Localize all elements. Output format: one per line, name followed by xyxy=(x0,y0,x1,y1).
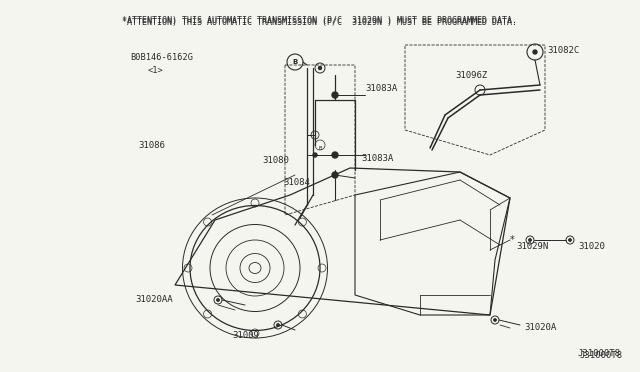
Text: 31084: 31084 xyxy=(283,177,310,186)
Text: 31083A: 31083A xyxy=(361,154,393,163)
Circle shape xyxy=(313,153,317,157)
Text: *ATTENTION) THIS AUTOMATIC TRANSMISSION (P/C  31029N ) MUST BE PROGRAMMED DATA.: *ATTENTION) THIS AUTOMATIC TRANSMISSION … xyxy=(122,18,518,27)
Text: B0B146-6162G: B0B146-6162G xyxy=(130,52,193,61)
Circle shape xyxy=(332,92,338,98)
Text: 31020: 31020 xyxy=(578,241,605,250)
Text: J31000T8: J31000T8 xyxy=(579,351,622,360)
Text: B: B xyxy=(292,59,298,65)
Text: 31029N: 31029N xyxy=(516,241,548,250)
Circle shape xyxy=(494,319,496,321)
Circle shape xyxy=(569,239,572,241)
Text: 31020A: 31020A xyxy=(524,324,556,333)
Circle shape xyxy=(529,239,531,241)
Circle shape xyxy=(332,152,338,158)
Text: 31020AA: 31020AA xyxy=(135,295,173,305)
Text: *ATTENTION) THIS AUTOMATIC TRANSMISSION (P/C  31029N ) MUST BE PROGRAMMED DATA.: *ATTENTION) THIS AUTOMATIC TRANSMISSION … xyxy=(122,16,518,25)
Circle shape xyxy=(332,172,338,178)
Text: B: B xyxy=(318,145,322,151)
Text: 31009: 31009 xyxy=(232,330,259,340)
Circle shape xyxy=(277,324,279,326)
Text: J31000T8: J31000T8 xyxy=(577,349,620,358)
Text: 31080: 31080 xyxy=(262,155,289,164)
Text: 31086: 31086 xyxy=(138,141,165,150)
Text: 31083A: 31083A xyxy=(365,83,397,93)
Circle shape xyxy=(533,50,537,54)
Circle shape xyxy=(217,299,219,301)
Text: 31096Z: 31096Z xyxy=(455,71,487,80)
Text: 31082C: 31082C xyxy=(547,45,579,55)
Text: *: * xyxy=(509,235,515,245)
Text: <1>: <1> xyxy=(148,65,164,74)
Circle shape xyxy=(319,67,321,70)
